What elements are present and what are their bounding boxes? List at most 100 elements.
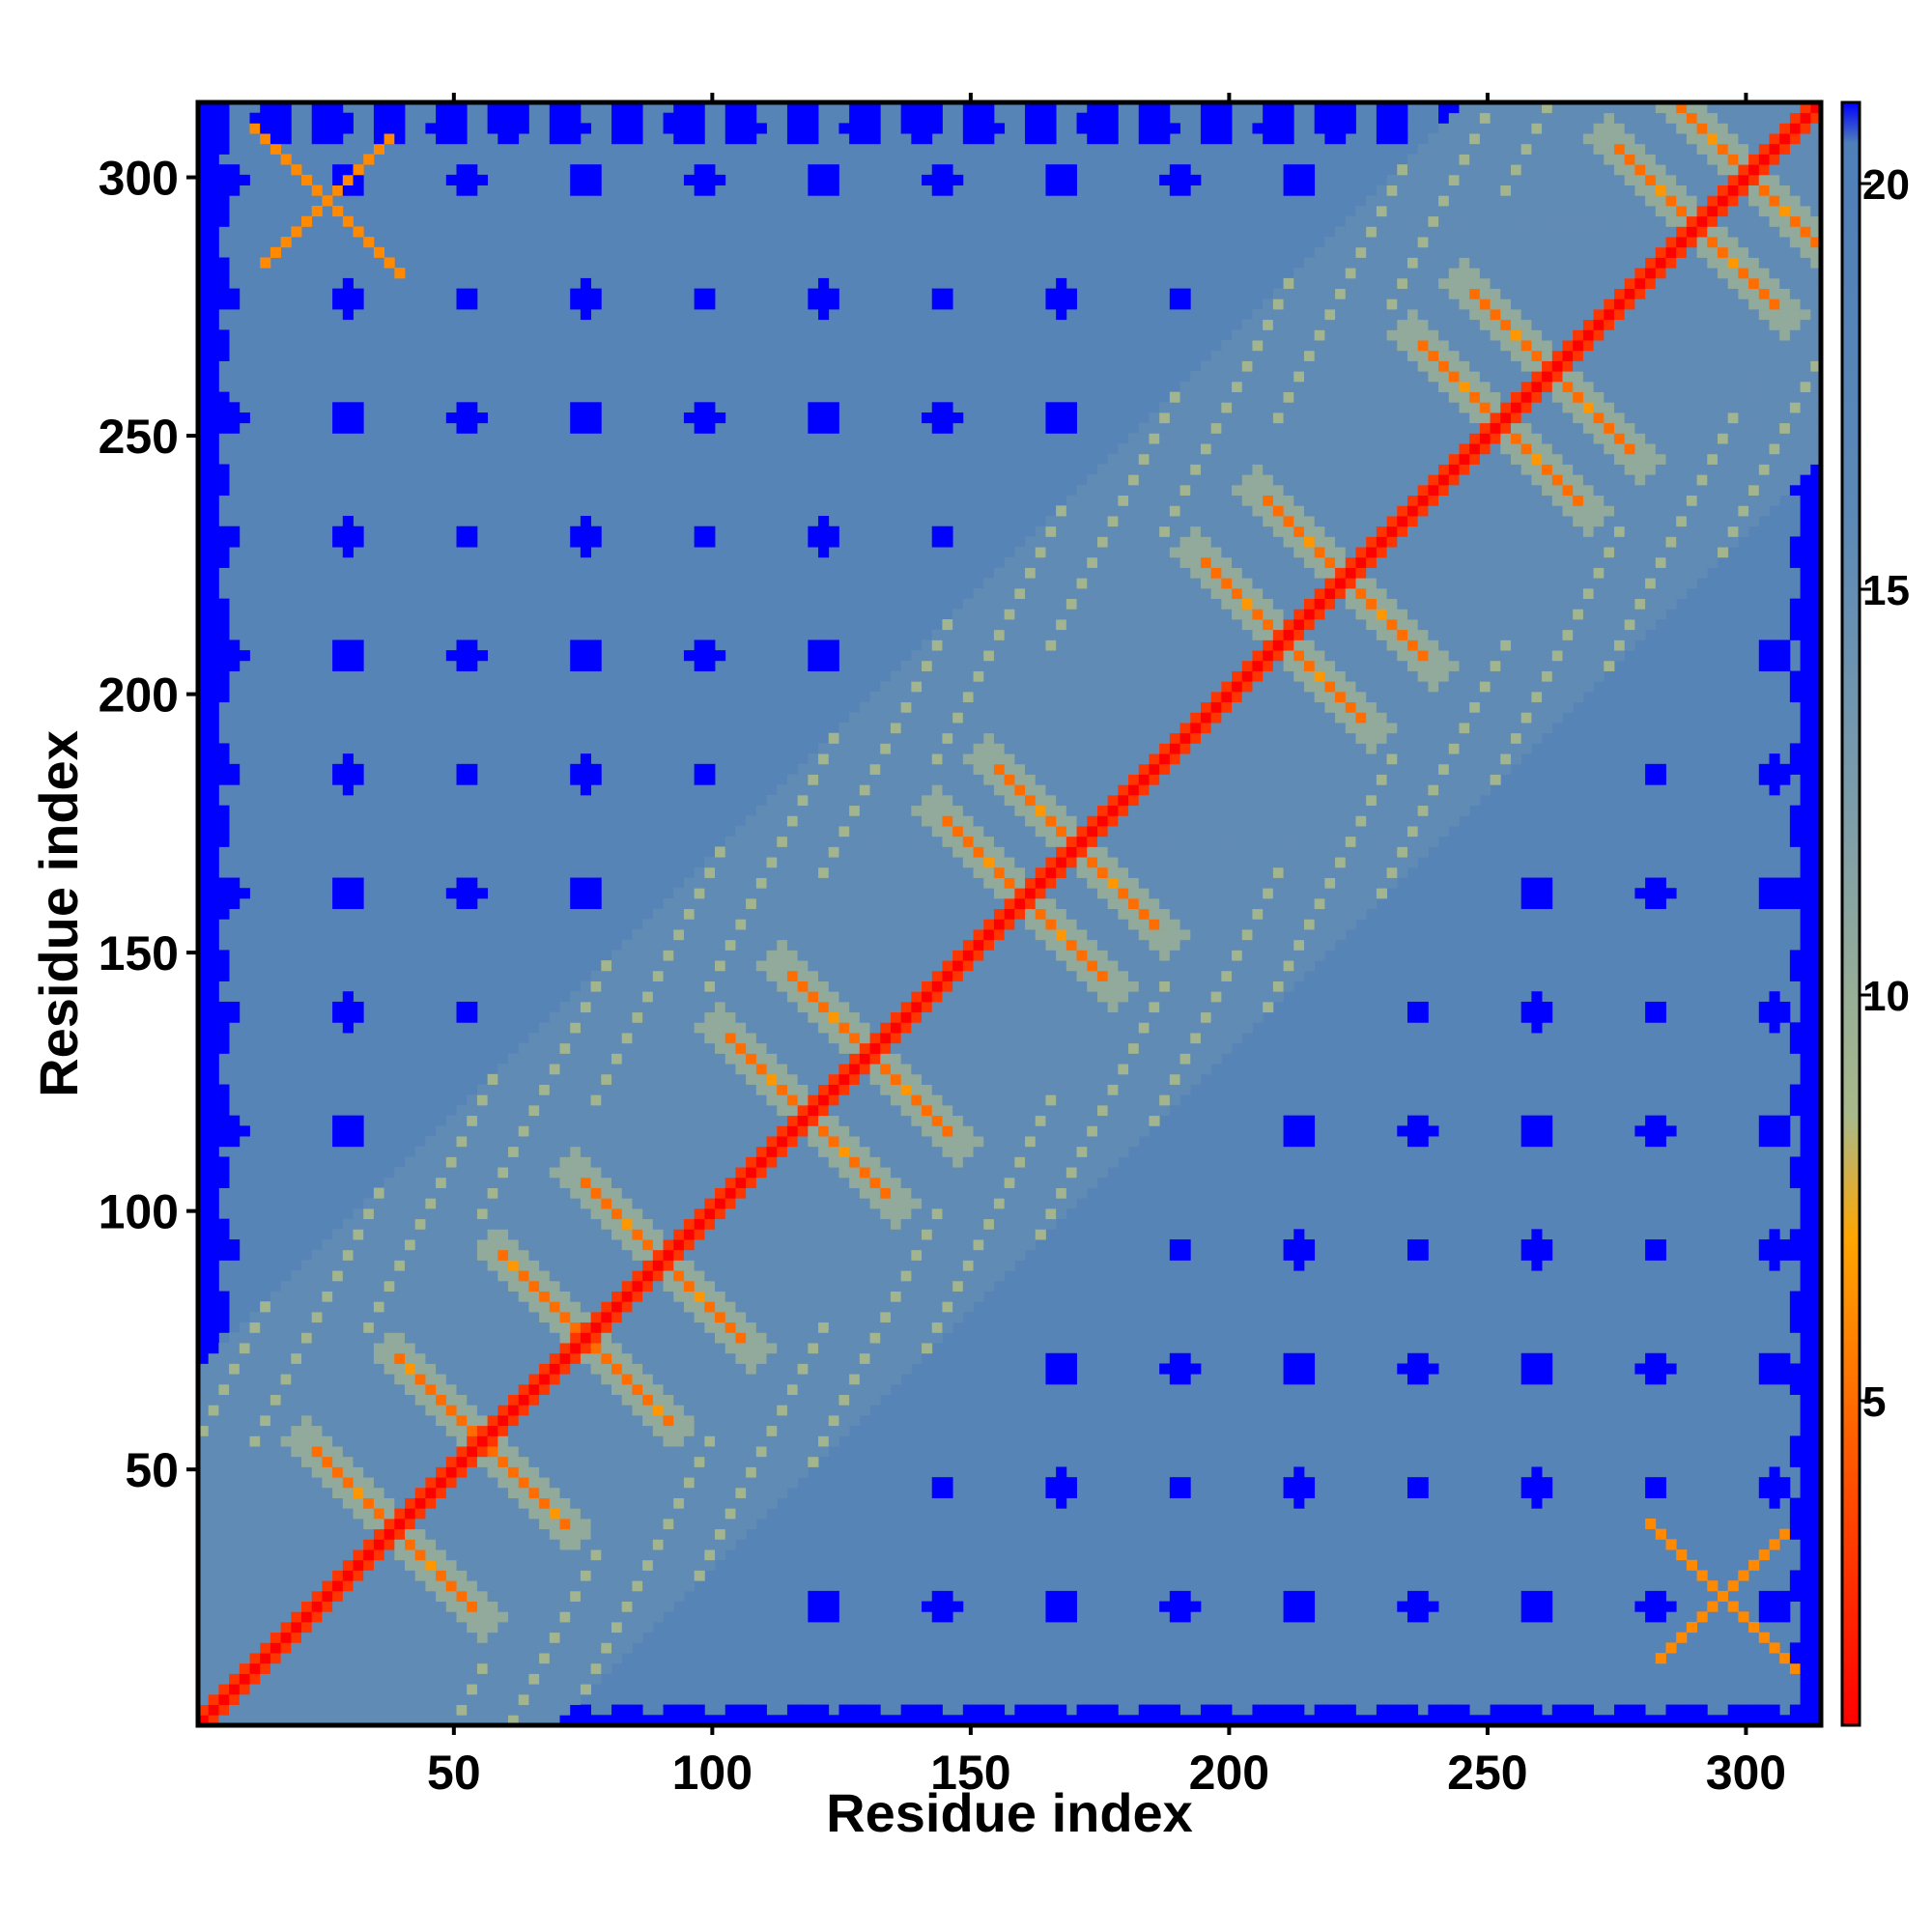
heatmap-cell [260, 1590, 271, 1602]
heatmap-cell [621, 1001, 633, 1013]
heatmap-cell [229, 1662, 241, 1674]
heatmap-cell [476, 1177, 489, 1188]
heatmap-cell [456, 1518, 468, 1530]
heatmap-cell [777, 1394, 788, 1406]
heatmap-cell [342, 1559, 354, 1571]
heatmap-cell [859, 857, 870, 868]
heatmap-cell [694, 1022, 705, 1034]
heatmap-cell [570, 1621, 582, 1634]
heatmap-cell [487, 1539, 498, 1550]
heatmap-cell [869, 950, 881, 961]
heatmap-cell [818, 1425, 830, 1436]
heatmap-cell [766, 836, 778, 847]
heatmap-cell [456, 112, 468, 124]
heatmap-cell [570, 1684, 582, 1695]
heatmap-cell [818, 1011, 830, 1023]
heatmap-cell [322, 1363, 333, 1375]
heatmap-cell [683, 1291, 696, 1302]
heatmap-cell [621, 1311, 633, 1323]
heatmap-cell [332, 1374, 344, 1385]
heatmap-cell [353, 1425, 364, 1436]
heatmap-cell [755, 1425, 767, 1436]
heatmap-cell [260, 1374, 271, 1385]
heatmap-cell [239, 888, 250, 899]
heatmap-cell [766, 1425, 778, 1436]
heatmap-cell [735, 1497, 747, 1509]
heatmap-cell [508, 133, 520, 145]
heatmap-cell [487, 1673, 498, 1685]
heatmap-cell [208, 433, 219, 444]
heatmap-cell [849, 784, 861, 796]
heatmap-cell [384, 1715, 395, 1725]
heatmap-cell [683, 1208, 696, 1220]
heatmap-cell [229, 1011, 241, 1023]
heatmap-cell [818, 1177, 830, 1188]
heatmap-cell [456, 1187, 468, 1199]
heatmap-cell [890, 1374, 902, 1385]
heatmap-cell [208, 753, 219, 765]
heatmap-cell [849, 1084, 861, 1095]
heatmap-cell [198, 1684, 210, 1695]
heatmap-cell [218, 1001, 230, 1013]
heatmap-cell [405, 1405, 416, 1416]
heatmap-cell [198, 484, 210, 497]
heatmap-cell [249, 1580, 261, 1592]
heatmap-cell [559, 1311, 571, 1323]
heatmap-cell [373, 1528, 385, 1540]
heatmap-cell [838, 1156, 850, 1168]
heatmap-cell [849, 1414, 861, 1427]
heatmap-cell [487, 1590, 498, 1602]
heatmap-cell [332, 1270, 344, 1282]
heatmap-cell [580, 1704, 592, 1716]
heatmap-cell [322, 1270, 333, 1282]
heatmap-cell [652, 1528, 664, 1540]
heatmap-cell [456, 1456, 468, 1467]
heatmap-cell [405, 1229, 416, 1240]
heatmap-cell [208, 701, 219, 713]
heatmap-cell [456, 1156, 468, 1168]
heatmap-cell [900, 1363, 912, 1375]
heatmap-cell [332, 402, 344, 413]
heatmap-cell [322, 1704, 333, 1716]
heatmap-cell [445, 1539, 457, 1550]
heatmap-cell [570, 650, 582, 662]
heatmap-cell [590, 1518, 602, 1530]
heatmap-cell [301, 1270, 313, 1282]
heatmap-cell [528, 1301, 540, 1313]
heatmap-cell [828, 1270, 839, 1282]
heatmap-cell [890, 1715, 902, 1725]
heatmap-cell [735, 1198, 747, 1209]
heatmap-cell [497, 1487, 509, 1498]
heatmap-cell [414, 1715, 426, 1725]
heatmap-cell [859, 1270, 870, 1282]
heatmap-cell [746, 1497, 757, 1509]
heatmap-cell [559, 1673, 571, 1685]
heatmap-cell [663, 1260, 674, 1271]
heatmap-cell [735, 826, 747, 838]
heatmap-cell [342, 288, 354, 299]
heatmap-cell [249, 1570, 261, 1581]
heatmap-cell [632, 1280, 643, 1292]
heatmap-cell [590, 1394, 602, 1406]
heatmap-cell [900, 960, 912, 972]
heatmap-cell [724, 1374, 736, 1385]
heatmap-cell [467, 1352, 478, 1364]
heatmap-cell [270, 1291, 281, 1302]
heatmap-cell [291, 1653, 302, 1664]
heatmap-cell [642, 1715, 654, 1725]
heatmap-cell [497, 1218, 509, 1230]
heatmap-cell [239, 1632, 250, 1643]
heatmap-cell [828, 164, 839, 176]
heatmap-cell [467, 1497, 478, 1509]
heatmap-cell [632, 1559, 643, 1571]
heatmap-cell [445, 1693, 457, 1705]
heatmap-cell [549, 1125, 560, 1137]
heatmap-cell [280, 1715, 292, 1725]
heatmap-cell [735, 908, 747, 920]
heatmap-cell [445, 1518, 457, 1530]
heatmap-cell [445, 1684, 457, 1695]
heatmap-cell [363, 1693, 375, 1705]
heatmap-cell [260, 1601, 271, 1612]
heatmap-cell [229, 660, 241, 671]
heatmap-cell [601, 1115, 612, 1126]
